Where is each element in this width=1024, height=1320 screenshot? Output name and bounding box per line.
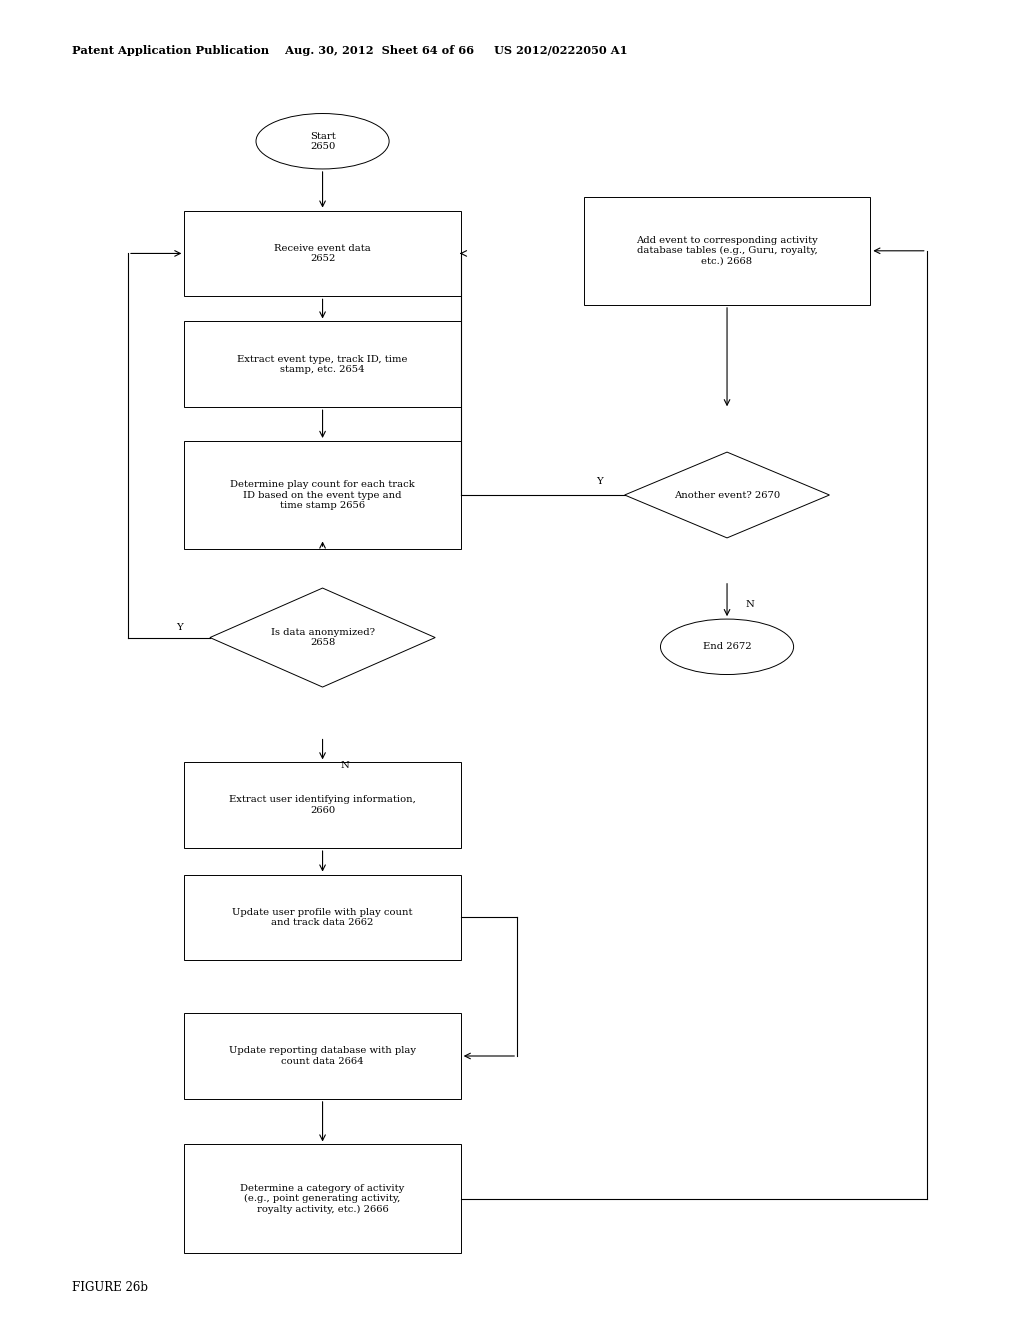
Polygon shape — [625, 451, 829, 539]
Text: Start
2650: Start 2650 — [309, 132, 336, 150]
FancyBboxPatch shape — [584, 197, 870, 305]
Text: N: N — [341, 762, 349, 770]
Text: Update user profile with play count
and track data 2662: Update user profile with play count and … — [232, 908, 413, 927]
Text: Patent Application Publication    Aug. 30, 2012  Sheet 64 of 66     US 2012/0222: Patent Application Publication Aug. 30, … — [72, 45, 628, 55]
Text: Determine play count for each track
ID based on the event type and
time stamp 26: Determine play count for each track ID b… — [230, 480, 415, 510]
Text: N: N — [745, 601, 754, 609]
Text: Receive event data
2652: Receive event data 2652 — [274, 244, 371, 263]
Ellipse shape — [660, 619, 794, 675]
Text: Add event to corresponding activity
database tables (e.g., Guru, royalty,
etc.) : Add event to corresponding activity data… — [636, 236, 818, 265]
FancyBboxPatch shape — [184, 875, 461, 961]
Text: Y: Y — [596, 478, 602, 486]
FancyBboxPatch shape — [184, 1144, 461, 1253]
Ellipse shape — [256, 114, 389, 169]
FancyBboxPatch shape — [184, 210, 461, 296]
Text: FIGURE 26b: FIGURE 26b — [72, 1280, 147, 1294]
Text: Extract user identifying information,
2660: Extract user identifying information, 26… — [229, 796, 416, 814]
Text: Extract event type, track ID, time
stamp, etc. 2654: Extract event type, track ID, time stamp… — [238, 355, 408, 374]
FancyBboxPatch shape — [184, 762, 461, 847]
Text: End 2672: End 2672 — [702, 643, 752, 651]
FancyBboxPatch shape — [184, 441, 461, 549]
Text: Determine a category of activity
(e.g., point generating activity,
royalty activ: Determine a category of activity (e.g., … — [241, 1184, 404, 1213]
Text: Is data anonymized?
2658: Is data anonymized? 2658 — [270, 628, 375, 647]
Polygon shape — [210, 589, 435, 686]
FancyBboxPatch shape — [184, 322, 461, 407]
Text: Another event? 2670: Another event? 2670 — [674, 491, 780, 499]
FancyBboxPatch shape — [184, 1014, 461, 1098]
Text: Update reporting database with play
count data 2664: Update reporting database with play coun… — [229, 1047, 416, 1065]
Text: Y: Y — [176, 623, 182, 631]
